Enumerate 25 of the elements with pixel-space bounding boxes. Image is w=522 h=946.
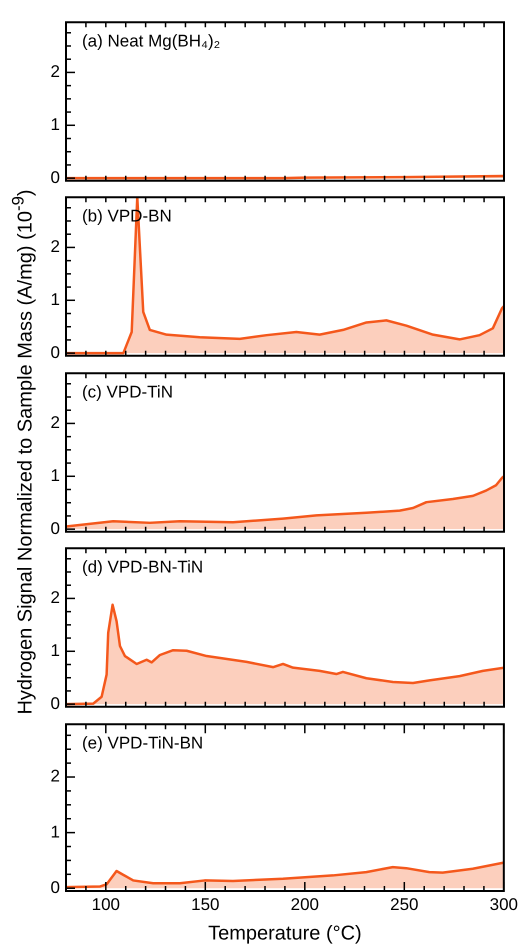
y-tick-label: 1 — [50, 290, 60, 310]
y-tick-label: 0 — [50, 878, 60, 896]
y-tick-label: 0 — [50, 343, 60, 362]
text: (a) Neat Mg(BH₄)₂ — [82, 31, 220, 50]
y-tick-label: 2 — [50, 766, 60, 786]
x-tick-label: 300 — [490, 894, 518, 914]
y-tick-label: 1 — [50, 641, 60, 660]
text: (c) VPD-TiN — [82, 382, 173, 402]
y-tick-label: 1 — [50, 822, 60, 841]
y-tick-label: 1 — [50, 466, 60, 485]
y-tick-label: 0 — [50, 694, 60, 714]
x-tick-label: 150 — [191, 894, 220, 914]
y-tick-label: 2 — [50, 238, 60, 256]
x-tick-label: 250 — [390, 894, 418, 914]
x-axis-title: Temperature (°C) — [208, 922, 362, 944]
y-tick-label: 1 — [50, 114, 60, 134]
y-tick-label: 2 — [50, 412, 60, 432]
y-tick-label: 2 — [50, 588, 60, 608]
text: (e) VPD-TiN-BN — [82, 732, 204, 752]
x-tick-label: 100 — [92, 894, 120, 914]
y-tick-label: 0 — [50, 168, 60, 187]
text: (d) VPD-BN-TiN — [82, 558, 204, 577]
y-tick-label: 2 — [50, 62, 60, 82]
y-tick-label: 0 — [50, 518, 60, 538]
x-tick-label: 200 — [290, 894, 319, 914]
